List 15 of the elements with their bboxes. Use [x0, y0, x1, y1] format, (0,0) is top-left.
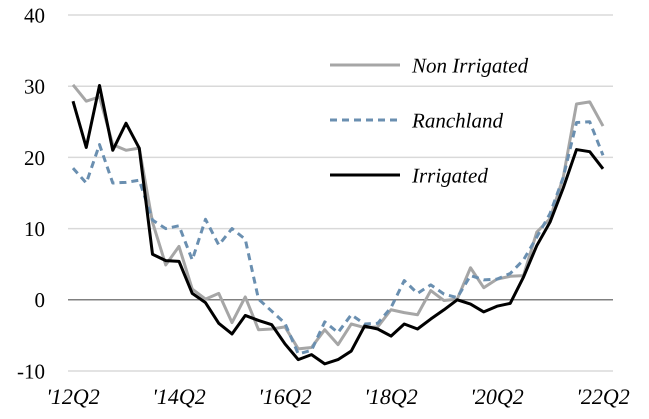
- legend-label: Non Irrigated: [411, 53, 529, 78]
- y-tick-label: 10: [24, 216, 45, 241]
- x-tick-label: '12Q2: [46, 384, 100, 409]
- x-tick-label: '18Q2: [364, 384, 418, 409]
- y-tick-label: 40: [24, 3, 45, 28]
- x-tick-label: '14Q2: [152, 384, 206, 409]
- x-tick-label: '16Q2: [258, 384, 312, 409]
- y-tick-label: 20: [24, 146, 45, 170]
- legend-label: Ranchland: [411, 108, 504, 132]
- x-tick-label: '22Q2: [576, 384, 630, 409]
- y-tick-label: -10: [17, 359, 45, 384]
- y-tick-label: 0: [34, 288, 45, 312]
- y-tick-label: 30: [24, 74, 45, 99]
- legend-label: Irrigated: [411, 163, 488, 188]
- x-tick-label: '20Q2: [470, 384, 524, 409]
